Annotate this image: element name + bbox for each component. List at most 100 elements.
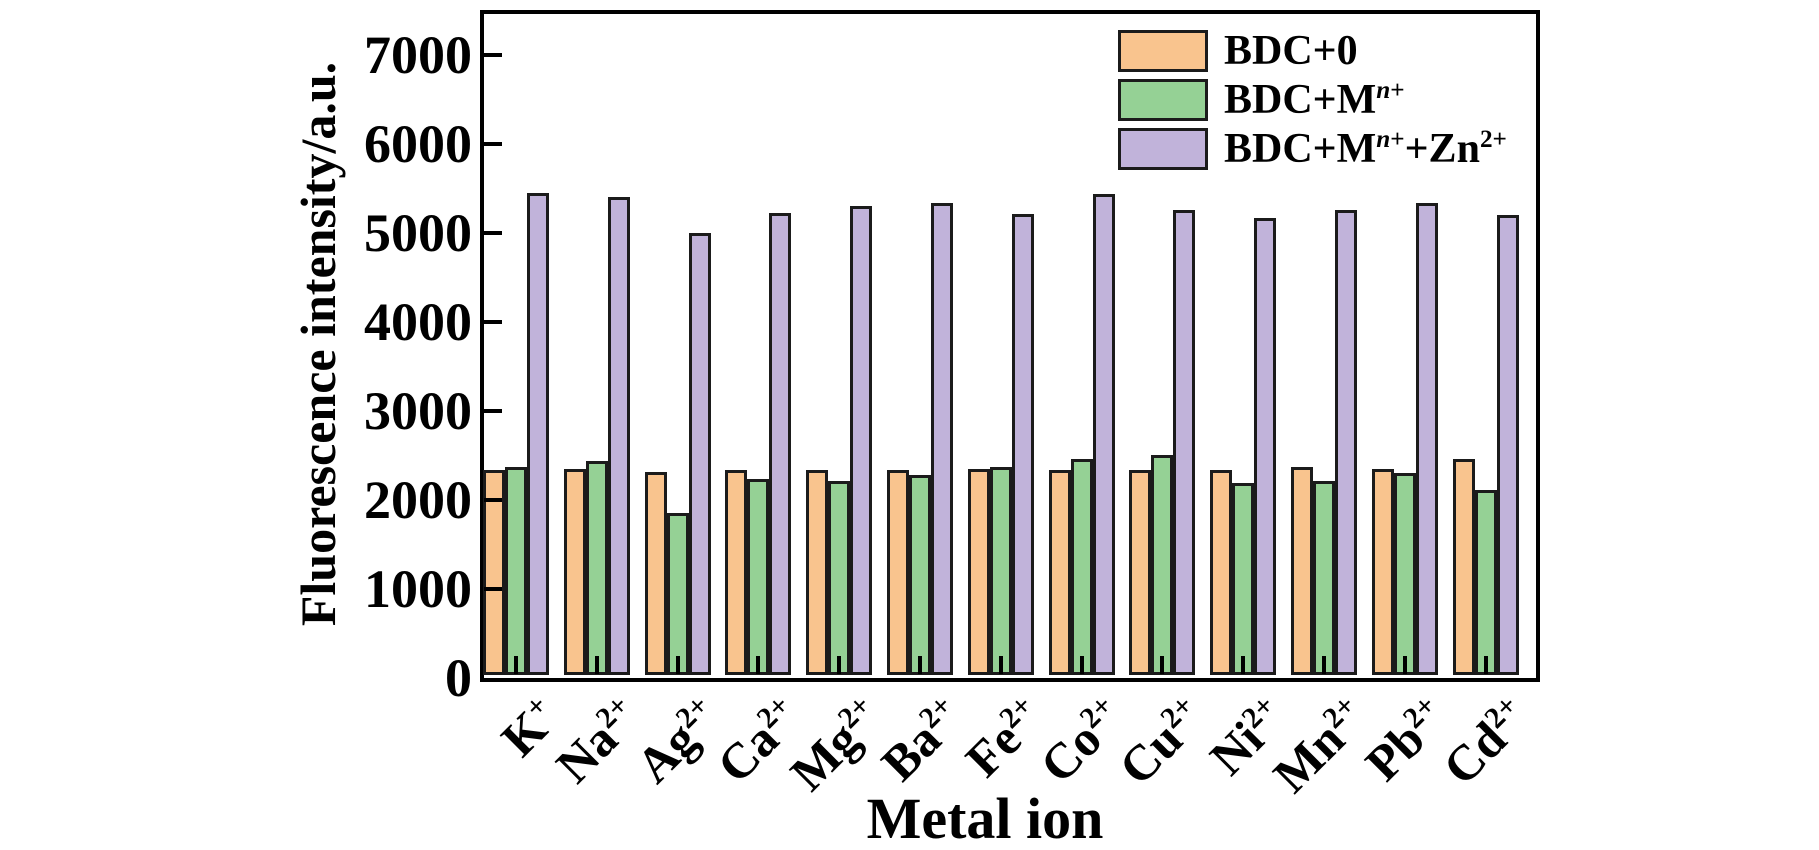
bar-BDC+Mn++Zn2+-Na2+ [607, 197, 630, 675]
y-tick-mark [484, 230, 502, 235]
x-tick-label: Ag2+ [626, 689, 729, 794]
x-tick-mark [675, 656, 680, 674]
bar-BDC+0-Co2+ [1048, 470, 1071, 675]
bar-BDC+Mn+-Fe2+ [989, 466, 1012, 675]
legend: BDC+0 BDC+Mn+ BDC+Mn++Zn2+ [1118, 26, 1507, 173]
bar-BDC+Mn+-Mg2+ [828, 481, 851, 675]
bar-BDC+Mn+-Ag2+ [666, 513, 689, 675]
x-tick-mark [1079, 656, 1084, 674]
legend-item: BDC+0 [1118, 26, 1507, 75]
bar-BDC+Mn+-Pb2+ [1393, 473, 1416, 675]
x-tick-label: Fe2+ [955, 689, 1052, 788]
bar-BDC+0-Ba2+ [887, 469, 909, 675]
x-tick-label: Ba2+ [870, 689, 971, 792]
x-tick-mark [1402, 656, 1407, 674]
x-tick-mark [837, 656, 842, 674]
y-tick-label: 1000 [364, 558, 472, 619]
bar-BDC+Mn++Zn2+-Cu2+ [1173, 209, 1196, 675]
bar-BDC+0-Cd2+ [1452, 458, 1475, 675]
text-segment-legend: BDC+0 [1224, 27, 1358, 74]
bar-BDC+Mn+-Co2+ [1070, 458, 1093, 675]
bar-BDC+Mn++Zn2+-Mn2+ [1335, 209, 1357, 675]
bar-BDC+0-Fe2+ [967, 468, 990, 675]
legend-item: BDC+Mn+ [1118, 75, 1507, 124]
x-tick-mark [1241, 656, 1246, 674]
legend-label: BDC+Mn++Zn2+ [1224, 125, 1507, 172]
bar-BDC+Mn++Zn2+-Fe2+ [1011, 213, 1034, 675]
x-tick-label: Co2+ [1030, 689, 1133, 794]
text-segment-legend: +Zn [1404, 125, 1480, 172]
y-axis-title: Fluorescence intensity/a.u. [290, 61, 346, 627]
bar-BDC+Mn+-Na2+ [585, 460, 608, 675]
x-tick-label: Cu2+ [1108, 689, 1214, 796]
x-tick-label: Mg2+ [779, 689, 890, 801]
x-tick-mark [1322, 656, 1326, 674]
legend-swatch [1118, 29, 1208, 72]
y-tick-mark [484, 586, 502, 591]
y-tick-mark [484, 497, 502, 502]
bar-BDC+Mn++Zn2+-Ag2+ [688, 232, 711, 675]
bar-BDC+Mn+-Mn2+ [1313, 481, 1335, 675]
bar-BDC+0-Mg2+ [806, 469, 829, 675]
bar-BDC+Mn++Zn2+-Ni2+ [1254, 217, 1277, 675]
text-segment-legend: + [1390, 125, 1405, 153]
bar-BDC+Mn++Zn2+-Co2+ [1092, 194, 1115, 675]
bar-BDC+0-Ni2+ [1210, 469, 1233, 675]
y-tick-label: 6000 [364, 113, 472, 174]
text-segment-legend: BDC+M [1224, 125, 1377, 172]
y-tick-label: 2000 [364, 469, 472, 530]
bar-BDC+Mn+-Ca2+ [747, 479, 770, 675]
bar-BDC+Mn++Zn2+-Ba2+ [931, 203, 953, 675]
legend-label: BDC+0 [1224, 30, 1358, 72]
y-tick-mark [484, 319, 502, 324]
bar-BDC+Mn++Zn2+-Ca2+ [769, 213, 792, 675]
x-tick-label: Pb2+ [1355, 689, 1456, 792]
y-tick-label: 4000 [364, 291, 472, 352]
text-segment-legend: 2+ [1479, 125, 1507, 153]
x-tick-label: Mn2+ [1262, 689, 1375, 803]
bar-BDC+Mn++Zn2+-Pb2+ [1415, 203, 1438, 675]
bar-BDC+0-Mn2+ [1291, 466, 1313, 675]
x-tick-mark [1160, 656, 1165, 674]
x-tick-mark [998, 656, 1003, 674]
y-tick-label: 3000 [364, 380, 472, 441]
bar-BDC+Mn+-Cd2+ [1474, 490, 1497, 675]
text-segment-legend: n [1376, 125, 1391, 153]
bar-BDC+Mn++Zn2+-K+ [527, 192, 549, 675]
bar-BDC+Mn+-Ni2+ [1232, 482, 1255, 675]
bar-BDC+0-Ag2+ [644, 472, 667, 675]
y-tick-mark [484, 52, 502, 57]
y-tick-mark [484, 408, 502, 413]
legend-swatch [1118, 78, 1208, 121]
x-tick-label: Cd2+ [1432, 689, 1537, 796]
x-tick-mark [918, 656, 922, 674]
bar-BDC+Mn+-Cu2+ [1151, 455, 1174, 675]
bar-BDC+Mn+-Ba2+ [909, 474, 931, 675]
bar-BDC+0-Ca2+ [725, 469, 748, 675]
x-tick-label: Na2+ [545, 689, 648, 794]
x-tick-mark [514, 656, 518, 674]
y-tick-label: 7000 [364, 24, 472, 85]
legend-swatch [1118, 127, 1208, 170]
text-segment-legend: n [1376, 76, 1391, 104]
bar-BDC+0-Cu2+ [1129, 469, 1152, 675]
legend-item: BDC+Mn++Zn2+ [1118, 124, 1507, 173]
bar-BDC+0-Na2+ [563, 468, 586, 675]
bar-BDC+Mn+-K+ [505, 466, 527, 675]
plot-area [480, 10, 1540, 682]
y-tick-mark [484, 141, 502, 146]
bar-BDC+Mn++Zn2+-Cd2+ [1496, 214, 1519, 675]
text-segment-legend: + [1390, 76, 1405, 104]
y-tick-label: 0 [445, 648, 472, 708]
y-tick-label: 5000 [364, 202, 472, 263]
x-tick-mark [594, 656, 599, 674]
x-axis-title: Metal ion [866, 786, 1104, 850]
legend-label: BDC+Mn+ [1224, 76, 1405, 123]
x-tick-mark [756, 656, 761, 674]
text-segment-legend: BDC+M [1224, 76, 1377, 123]
bar-BDC+Mn++Zn2+-Mg2+ [850, 205, 873, 675]
bar-BDC+0-K+ [483, 469, 505, 675]
x-tick-mark [1483, 656, 1488, 674]
bar-BDC+0-Pb2+ [1371, 468, 1394, 675]
